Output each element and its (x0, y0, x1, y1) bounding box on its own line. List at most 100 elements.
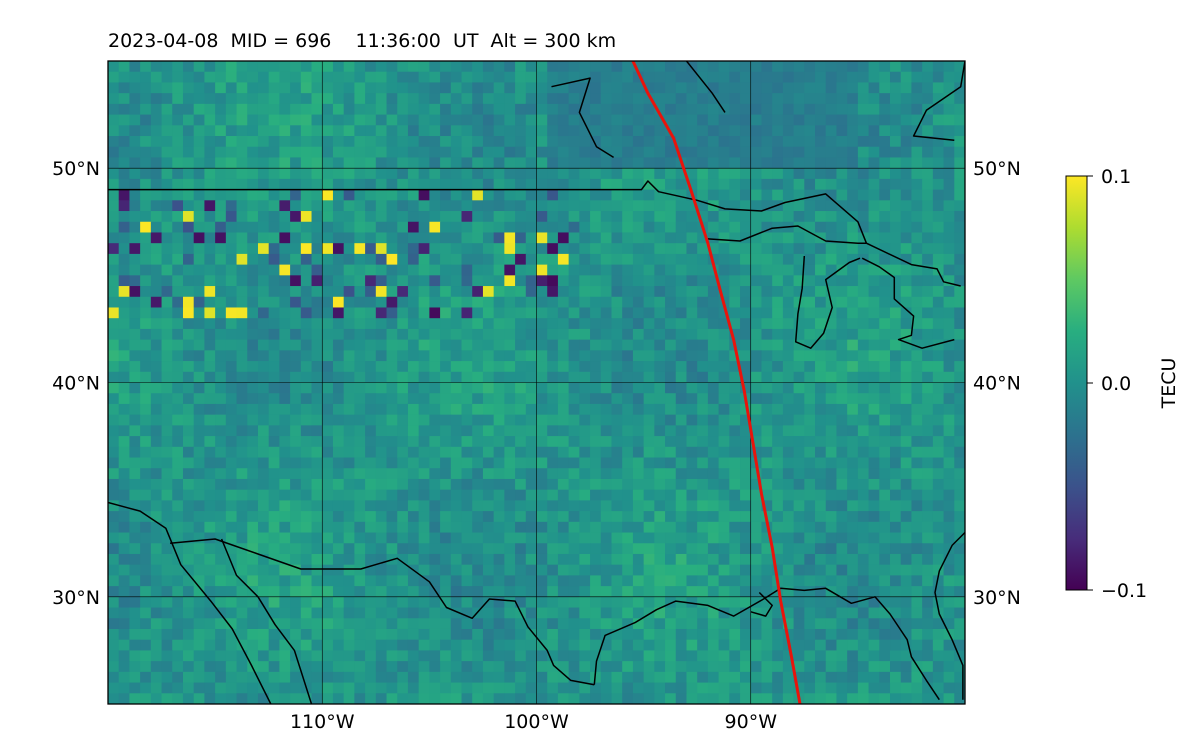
tec-field-cell (782, 93, 794, 105)
tec-field-cell (900, 275, 912, 287)
tec-field-cell (407, 286, 420, 298)
tec-field-cell (600, 682, 612, 694)
tec-field-cell (815, 286, 827, 298)
tec-field-cell (482, 178, 495, 190)
tec-field-cell (954, 232, 965, 244)
tec-field-cell (118, 521, 130, 533)
tec-field-cell (707, 403, 720, 416)
tec-field-cell (740, 318, 752, 330)
tec-field-cell (825, 243, 837, 255)
tec-field-cell (343, 693, 355, 704)
tec-field-cell (718, 146, 730, 158)
tec-field-cell (268, 103, 280, 115)
tec-field-cell (118, 478, 130, 491)
tec-field-cell (215, 628, 227, 641)
tec-field-cell (515, 521, 527, 533)
tec-field-cell (279, 339, 291, 351)
tec-field-cell (557, 628, 570, 641)
tec-field-cell (279, 296, 291, 308)
tec-field-cell (322, 200, 334, 212)
tec-field-cell (429, 596, 441, 608)
tec-field-cell (397, 103, 409, 115)
tec-field-cell (440, 553, 452, 566)
tec-field-cell (215, 136, 227, 148)
tec-field-cell (150, 93, 162, 105)
tec-field-cell (290, 489, 302, 501)
tec-field-cell (493, 61, 505, 73)
tec-field-cell (643, 253, 655, 266)
tec-field-cell (182, 532, 195, 544)
tec-field-cell (472, 532, 484, 544)
tec-field-cell (932, 532, 944, 544)
tec-field-cell (236, 307, 248, 319)
tec-field-cell (332, 446, 345, 458)
tec-field-cell (611, 253, 623, 266)
tec-field-cell (290, 189, 302, 201)
tec-field-cell (954, 382, 965, 394)
tec-field-cell (365, 382, 377, 394)
tec-field-cell (611, 468, 623, 480)
tec-field-cell (172, 157, 184, 169)
tec-field-cell (707, 71, 720, 83)
tec-field-cell (793, 575, 805, 587)
tec-field-cell (857, 232, 869, 244)
tec-field-cell (525, 264, 537, 276)
tec-field-cell (215, 489, 227, 501)
tec-field-cell (365, 61, 377, 73)
tec-field-cell (632, 618, 645, 630)
tec-field-cell (397, 125, 409, 137)
tec-field-cell (108, 146, 120, 158)
tec-field-cell (772, 82, 784, 94)
tec-field-cell (268, 253, 280, 266)
tec-field-cell (461, 532, 473, 544)
coastline (593, 587, 940, 701)
tec-field-cell (954, 414, 965, 426)
tec-field-cell (643, 618, 655, 630)
tec-field-cell (568, 114, 580, 126)
tec-field-cell (825, 200, 837, 212)
tec-field-cell (407, 661, 420, 673)
tec-field-cell (140, 232, 152, 244)
tec-field-cell (707, 307, 720, 319)
tec-field-cell (193, 671, 205, 683)
tec-field-cell (740, 211, 752, 223)
tec-field-cell (568, 425, 580, 437)
tec-field-cell (900, 136, 912, 148)
tec-field-cell (279, 543, 291, 555)
tec-field-cell (943, 425, 955, 437)
tec-field-cell (322, 693, 334, 704)
tec-field-cell (182, 71, 195, 83)
tec-field-cell (215, 211, 227, 223)
tec-field-cell (943, 339, 955, 351)
tec-field-cell (622, 521, 634, 533)
tec-field-cell (686, 307, 698, 319)
tec-field-cell (450, 511, 462, 523)
tec-field-cell (386, 511, 398, 523)
tec-field-cell (600, 382, 612, 394)
tec-field-cell (140, 682, 152, 694)
tec-field-cell (536, 253, 548, 266)
tec-field-cell (686, 446, 698, 458)
tec-field-cell (943, 564, 955, 576)
tec-field-cell (547, 61, 559, 73)
tec-field-cell (161, 296, 173, 308)
tec-field-cell (279, 371, 291, 383)
tec-field-cell (525, 639, 537, 651)
tec-field-cell (686, 103, 698, 115)
tec-field-cell (215, 71, 227, 83)
tec-field-cell (890, 618, 902, 630)
tec-field-cell (397, 307, 409, 319)
tec-field-cell (686, 478, 698, 491)
tec-field-cell (440, 446, 452, 458)
tec-field-cell (547, 71, 559, 83)
tec-field-cell (450, 575, 462, 587)
tec-field-cell (504, 286, 516, 298)
tec-field-cell (161, 71, 173, 83)
tec-field-cell (707, 607, 720, 619)
tec-field-cell (954, 61, 965, 73)
tec-field-cell (932, 511, 944, 523)
tec-field-cell (140, 136, 152, 148)
tec-field-cell (365, 489, 377, 501)
tec-field-cell (686, 178, 698, 190)
tec-field-cell (536, 575, 548, 587)
